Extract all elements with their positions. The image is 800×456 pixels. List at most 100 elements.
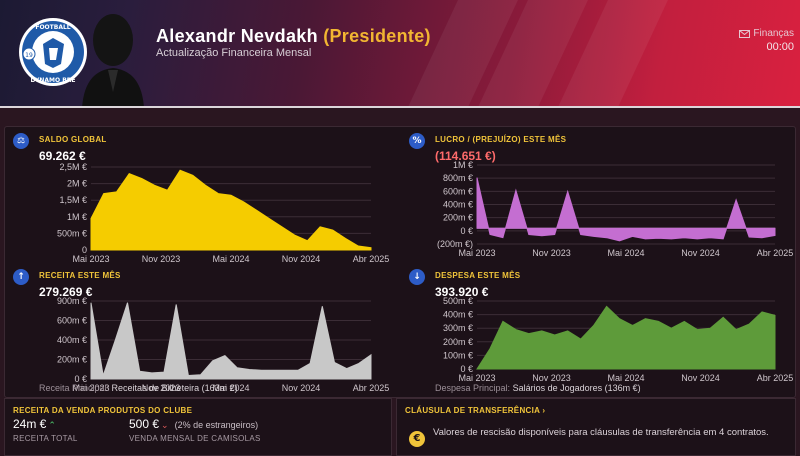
- chart-plot[interactable]: 0 € 200m € 400m € 600m € 900m € Mai 2023 Nov 2…: [5, 263, 397, 399]
- chart-title: SALDO GLOBAL: [39, 135, 107, 144]
- merch-total: 24m € ⌃: [13, 417, 56, 431]
- x-tick-label: Mai 2023: [458, 248, 495, 258]
- y-tick-label: 1M €: [67, 212, 87, 222]
- series-area: [90, 302, 372, 380]
- footer-value: Receitas de Bilheteira (163m €): [111, 383, 238, 393]
- merch-total-value: 24m €: [13, 417, 47, 431]
- y-tick-label: 0 €: [74, 374, 87, 384]
- x-tick-label: Abr 2025: [353, 383, 390, 393]
- chart-saldo-global[interactable]: ⚖ SALDO GLOBAL 69.262 € 0 500m € 1M € 1,5M …: [5, 127, 397, 263]
- x-tick-label: Mai 2024: [607, 373, 644, 383]
- club-crest-icon[interactable]: 19 FOOTBALL DYNAMO BRE: [16, 12, 90, 96]
- x-tick-label: Mai 2024: [212, 383, 249, 393]
- header-divider: [0, 106, 800, 108]
- x-tick-label: Nov 2023: [142, 383, 181, 393]
- y-tick-label: 0 €: [460, 364, 473, 374]
- trend-up-icon: ⌃: [48, 420, 56, 430]
- y-tick-label: 400m €: [57, 335, 87, 345]
- y-tick-label: 2,5M €: [59, 162, 87, 172]
- finance-link-label[interactable]: Finanças: [753, 28, 794, 39]
- y-tick-label: 600m €: [57, 316, 87, 326]
- euro-icon: €: [409, 431, 425, 447]
- y-tick-label: 400m €: [443, 200, 473, 210]
- chevron-right-icon[interactable]: ›: [539, 406, 546, 415]
- x-tick-label: Abr 2025: [757, 248, 793, 258]
- merch-revenue-card: RECEITA DA VENDA PRODUTOS DO CLUBE 24m €…: [4, 398, 392, 456]
- chart-value: 279.269 €: [39, 285, 93, 299]
- y-tick-label: 500m €: [443, 296, 473, 306]
- x-tick-label: Mai 2023: [72, 254, 109, 263]
- y-tick-label: 900m €: [57, 296, 87, 306]
- bottom-section: RECEITA DA VENDA PRODUTOS DO CLUBE 24m €…: [4, 398, 796, 456]
- chart-plot[interactable]: (200m €) 0 € 200m € 400m € 600m € 800m € 1M € M…: [401, 127, 793, 263]
- x-tick-label: Mai 2023: [458, 373, 495, 383]
- finance-link[interactable]: Finanças: [739, 28, 794, 39]
- merch-card-title: RECEITA DA VENDA PRODUTOS DO CLUBE: [13, 406, 193, 415]
- y-tick-label: 200m €: [443, 213, 473, 223]
- merch-monthly-note: (2% de estrangeiros): [174, 420, 259, 430]
- x-tick-label: Abr 2025: [353, 254, 390, 263]
- page-subtitle: Actualização Financeira Mensal: [156, 47, 312, 59]
- message-time: 00:00: [766, 41, 794, 53]
- merch-monthly-label: VENDA MENSAL DE CAMISOLAS: [129, 434, 261, 443]
- crest-text-top: FOOTBALL: [35, 24, 70, 31]
- series-area: [90, 169, 372, 251]
- y-tick-label: 2M €: [67, 179, 87, 189]
- chart-footer: Despesa Principal: Salários de Jogadores…: [435, 383, 641, 393]
- x-tick-label: Nov 2023: [532, 373, 571, 383]
- clause-card-title-text[interactable]: CLÁUSULA DE TRANSFERÊNCIA: [405, 406, 540, 415]
- chart-lucro-prejuizo[interactable]: % LUCRO / (PREJUÍZO) ESTE MÊS (114.651 €…: [401, 127, 793, 263]
- y-tick-label: 100m €: [443, 350, 473, 360]
- x-tick-label: Nov 2024: [282, 383, 321, 393]
- manager-role: (Presidente): [323, 26, 431, 46]
- chart-value: 393.920 €: [435, 285, 489, 299]
- arrow-up-icon: ↑: [13, 269, 29, 285]
- footer-value: Salários de Jogadores (136m €): [512, 383, 641, 393]
- merch-total-label: RECEITA TOTAL: [13, 434, 78, 443]
- manager-name[interactable]: Alexandr Nevdakh (Presidente): [156, 26, 431, 47]
- x-tick-label: Nov 2023: [532, 248, 571, 258]
- clause-card-title[interactable]: CLÁUSULA DE TRANSFERÊNCIA ›: [405, 406, 545, 415]
- y-tick-label: 0: [82, 245, 87, 255]
- merch-monthly: 500 € ⌄ (2% de estrangeiros): [129, 417, 258, 431]
- y-tick-label: 1,5M €: [59, 195, 87, 205]
- y-tick-label: 1M €: [453, 160, 473, 170]
- clause-text: Valores de rescisão disponíveis para clá…: [433, 427, 769, 438]
- x-tick-label: Nov 2024: [282, 254, 321, 263]
- y-tick-label: 200m €: [57, 355, 87, 365]
- crest-number: 19: [25, 52, 33, 59]
- chart-footer: Receita Principal: Receitas de Bilheteir…: [39, 383, 238, 393]
- manager-avatar[interactable]: [68, 0, 158, 108]
- header-right: Finanças 00:00: [739, 28, 794, 53]
- arrow-down-icon: ↓: [409, 269, 425, 285]
- x-tick-label: Nov 2023: [142, 254, 181, 263]
- y-tick-label: 200m €: [443, 337, 473, 347]
- series-area: [476, 177, 776, 242]
- footer-label: Receita Principal:: [39, 383, 110, 393]
- percent-icon: %: [409, 133, 425, 149]
- chart-title: RECEITA ESTE MÊS: [39, 271, 121, 280]
- chart-plot[interactable]: 0 € 100m € 200m € 300m € 400m € 500m € Mai 202…: [401, 263, 793, 399]
- email-icon: [739, 29, 751, 38]
- chart-despesa[interactable]: ↓ DESPESA ESTE MÊS 393.920 € 0 € 100m € 20…: [401, 263, 793, 399]
- manager-name-text[interactable]: Alexandr Nevdakh: [156, 26, 318, 46]
- series-area: [476, 305, 776, 370]
- finance-panel: ⚖ SALDO GLOBAL 69.262 € 0 500m € 1M € 1,5M …: [4, 126, 796, 398]
- x-tick-label: Mai 2024: [607, 248, 644, 258]
- chart-receita[interactable]: ↑ RECEITA ESTE MÊS 279.269 € 0 € 200m € 40…: [5, 263, 397, 399]
- header-banner: 19 FOOTBALL DYNAMO BRE Alexandr Nevdakh …: [0, 0, 800, 108]
- x-tick-label: Nov 2024: [681, 248, 720, 258]
- merch-monthly-value: 500 €: [129, 417, 160, 431]
- transfer-clause-card: CLÁUSULA DE TRANSFERÊNCIA › € Valores de…: [396, 398, 796, 456]
- scale-icon: ⚖: [13, 133, 29, 149]
- trend-down-icon: ⌄: [161, 420, 169, 430]
- chart-plot[interactable]: 0 500m € 1M € 1,5M € 2M € 2,5M € Mai 2023 Nov 2…: [5, 127, 397, 263]
- crest-text-bottom: DYNAMO BRE: [30, 77, 75, 84]
- x-tick-label: Abr 2025: [757, 373, 793, 383]
- y-tick-label: 400m €: [443, 310, 473, 320]
- y-tick-label: 0 €: [460, 226, 473, 236]
- chart-title: DESPESA ESTE MÊS: [435, 271, 521, 280]
- chart-title: LUCRO / (PREJUÍZO) ESTE MÊS: [435, 135, 567, 144]
- y-tick-label: 300m €: [443, 323, 473, 333]
- chart-value: 69.262 €: [39, 149, 86, 163]
